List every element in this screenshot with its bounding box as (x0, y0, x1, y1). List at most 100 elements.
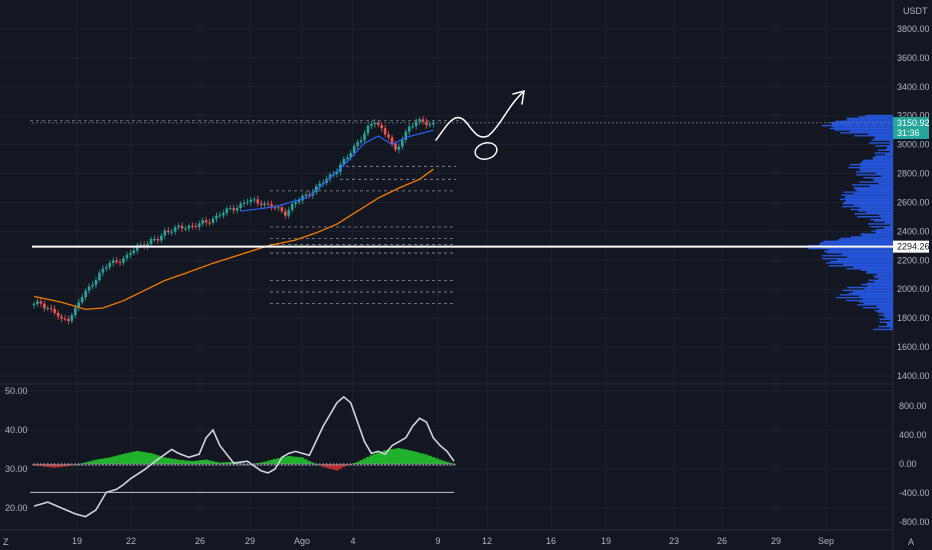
histogram-bar (138, 451, 143, 464)
volume-profile-bar (859, 168, 893, 170)
candle-body (328, 174, 332, 179)
price-axis[interactable]: 3800.00 3600.00 3400.00 3200.00 3000.00 2800.… (897, 24, 930, 381)
zero-marker (142, 462, 146, 466)
candle-body (218, 215, 222, 217)
osc-right-tick-label: 400.00 (899, 430, 927, 440)
histogram-bar (431, 457, 436, 464)
volume-profile-bar (830, 260, 893, 263)
volume-profile-bar (859, 162, 893, 164)
time-tick-label: 19 (72, 536, 82, 546)
candle-body (153, 238, 156, 240)
bottom-right-label[interactable]: A (908, 537, 914, 547)
time-axis[interactable]: 19 22 26 29 Ago 4 9 12 16 19 23 26 29 Sep (72, 536, 834, 546)
volume-profile-bar (829, 127, 893, 130)
zero-marker (297, 462, 301, 466)
zero-marker (221, 462, 225, 466)
candle-body (115, 260, 118, 263)
zero-marker (53, 462, 57, 466)
volume-profile-bar (864, 288, 893, 290)
volume-profile-bar (887, 324, 893, 326)
zero-marker (386, 462, 391, 466)
bottom-left-label[interactable]: Z (3, 537, 9, 547)
candle-body (425, 121, 428, 126)
zero-marker (383, 462, 387, 466)
zero-marker (328, 462, 332, 466)
volume-profile-bar (868, 133, 893, 136)
annotation-circle (474, 142, 498, 160)
zero-marker (159, 462, 163, 466)
volume-profile-bar (858, 295, 893, 297)
ma-slow-line (33, 168, 434, 311)
volume-profile-bar (866, 211, 893, 214)
volume-profile-bar (885, 317, 893, 319)
volume-profile-bar (867, 285, 893, 287)
candle-body (342, 159, 346, 165)
zero-marker (42, 462, 46, 466)
candle-body (118, 262, 122, 264)
histogram-bar (152, 454, 157, 464)
histogram-bar (283, 456, 288, 464)
volume-profile-bar (844, 197, 893, 199)
zero-marker (311, 462, 315, 466)
histogram-bar (335, 464, 339, 471)
candle-body (111, 260, 115, 264)
candle-body (432, 122, 435, 125)
candle-body (232, 208, 235, 211)
price-tick-label: 1800.00 (897, 313, 930, 323)
volume-profile-bar (828, 249, 893, 251)
candle-body (246, 202, 249, 204)
volume-profile-bar (840, 198, 893, 201)
candle-body (191, 225, 194, 227)
osc-left-tick-label: 50.00 (5, 386, 28, 396)
zero-marker (294, 462, 298, 466)
time-tick-label: 4 (350, 536, 355, 546)
zero-marker (414, 462, 418, 466)
candle-body (273, 207, 277, 209)
histogram-bar (338, 464, 343, 469)
volume-profile-bar (843, 191, 893, 193)
volume-profile-bar (863, 176, 893, 179)
histogram-bar (410, 450, 415, 464)
candle-body (284, 211, 287, 216)
volume-profile-bar (879, 318, 893, 321)
zero-marker (373, 462, 377, 466)
zero-marker (438, 462, 442, 466)
candle-body (418, 119, 421, 122)
hand-drawn-annotation (435, 89, 525, 160)
zero-marker (335, 462, 339, 466)
histogram-bar (366, 456, 370, 464)
histogram-bar (266, 460, 270, 464)
volume-profile-bar (850, 208, 893, 211)
volume-profile-bar (856, 174, 893, 176)
time-tick-label: 29 (245, 536, 255, 546)
candle-body (370, 124, 373, 126)
histogram-bar (276, 458, 281, 464)
price-tick-label: 3800.00 (897, 24, 930, 34)
zero-marker (325, 462, 329, 466)
candle-body (146, 243, 149, 247)
candle-body (87, 286, 91, 291)
histogram-bar (424, 454, 429, 464)
volume-profile-bar (808, 247, 893, 250)
volume-profile-bar (840, 237, 893, 240)
volume-profile-bar (886, 148, 893, 150)
candle-body (242, 202, 246, 204)
candle-body (366, 125, 370, 134)
candle-body (222, 212, 225, 216)
candle-body (256, 199, 260, 204)
histogram-bar (407, 450, 412, 464)
time-tick-label: 19 (601, 536, 611, 546)
volume-profile-bar (868, 279, 893, 282)
zero-marker (218, 462, 222, 466)
zero-marker (400, 462, 404, 466)
candle-body (349, 153, 353, 158)
volume-profile-bar (837, 259, 893, 261)
zero-marker (259, 462, 263, 466)
candle-body (318, 183, 322, 187)
volume-profile-bar (890, 320, 893, 322)
osc-right-tick-label: 0.00 (899, 459, 917, 469)
ma-fast-line (240, 129, 434, 212)
annotation-path (435, 91, 524, 141)
volume-profile-bar (878, 182, 893, 185)
